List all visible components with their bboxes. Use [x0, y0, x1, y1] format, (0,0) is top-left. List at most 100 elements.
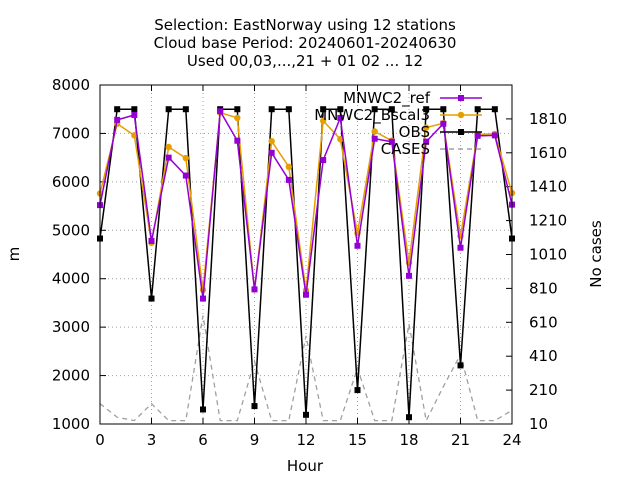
data-point [165, 154, 172, 161]
data-point [388, 138, 395, 145]
y-tick-label: 4000 [52, 270, 90, 288]
data-point [182, 106, 189, 113]
legend-marker [458, 129, 464, 135]
data-point [303, 291, 309, 298]
data-point [337, 136, 344, 143]
data-point [406, 414, 412, 421]
data-point [457, 362, 464, 369]
data-point [182, 172, 189, 179]
data-point [440, 106, 447, 113]
legend-label: MNWC2_Bscal3 [314, 106, 430, 125]
series-mnwc2_ref [97, 108, 515, 302]
data-point [148, 237, 155, 244]
legend-label: MNWC2_ref [343, 89, 431, 108]
y2-tick-label: 1810 [529, 110, 567, 128]
y-tick-label: 3000 [52, 318, 90, 336]
data-point [491, 106, 498, 113]
data-point [320, 106, 327, 113]
data-point [251, 403, 258, 410]
data-point [234, 114, 241, 122]
data-point [268, 137, 275, 145]
data-point [182, 154, 190, 162]
y2-tick-label: 1410 [529, 178, 567, 196]
series-cases [99, 315, 513, 423]
data-point [319, 117, 327, 125]
legend-label: OBS [399, 123, 430, 141]
x-tick-label: 24 [502, 431, 521, 449]
data-point [148, 295, 155, 302]
data-point [354, 387, 361, 394]
data-point [251, 286, 258, 293]
x-tick-label: 15 [348, 431, 367, 449]
data-point [285, 106, 292, 113]
x-tick-label: 12 [296, 431, 315, 449]
data-point [268, 106, 275, 113]
data-point [131, 106, 138, 113]
x-tick-label: 21 [451, 431, 470, 449]
data-point [406, 272, 412, 279]
data-point [200, 406, 206, 413]
data-point [131, 132, 138, 139]
title-line-3: Used 00,03,...,21 + 01 02 ... 12 [187, 52, 423, 70]
y-tick-label: 7000 [52, 124, 90, 142]
data-point [371, 106, 378, 113]
data-point [268, 149, 275, 156]
y2-tick-label: 810 [529, 279, 558, 297]
legend-label: CASES [381, 140, 430, 158]
data-point [234, 137, 241, 144]
legend-item: CASES [381, 140, 482, 158]
data-point [165, 106, 172, 113]
legend-item: MNWC2_Bscal3 [314, 106, 482, 125]
data-point [474, 106, 481, 113]
y-tick-label: 8000 [52, 76, 90, 94]
data-point [337, 106, 344, 113]
data-point [422, 124, 430, 131]
data-point [474, 132, 481, 139]
title-line-1: Selection: EastNorway using 12 stations [154, 16, 456, 34]
data-point [200, 295, 206, 302]
x-tick-label: 3 [147, 431, 157, 449]
data-point [423, 138, 430, 145]
data-point [131, 112, 138, 119]
y-tick-label: 6000 [52, 173, 90, 191]
y2-tick-label: 410 [529, 347, 558, 365]
data-point [285, 176, 292, 183]
data-point [303, 411, 309, 418]
data-point [440, 120, 447, 127]
legend-item: OBS [399, 123, 482, 141]
x-tick-label: 0 [95, 431, 105, 449]
data-point [388, 106, 395, 113]
data-point [114, 116, 121, 123]
y2-tick-label: 1610 [529, 144, 567, 162]
x-axis-label: Hour [287, 457, 324, 475]
y2-tick-label: 210 [529, 381, 558, 399]
y2-tick-label: 1210 [529, 212, 567, 230]
data-point [423, 106, 430, 113]
chart-title: Selection: EastNorway using 12 stations … [154, 16, 457, 70]
legend-item: MNWC2_ref [343, 89, 482, 108]
data-point [457, 244, 464, 251]
data-point [491, 132, 498, 139]
y-tick-label: 5000 [52, 221, 90, 239]
data-point [217, 108, 224, 115]
x-tick-label: 6 [198, 431, 208, 449]
y-tick-label: 1000 [52, 415, 90, 433]
data-point [114, 106, 121, 113]
y2-tick-label: 1010 [529, 246, 567, 264]
y2-axis-label: No cases [587, 220, 605, 288]
data-point [234, 106, 241, 113]
series-line [99, 315, 513, 423]
title-line-2: Cloud base Period: 20240601-20240630 [154, 34, 457, 52]
y2-tick-label: 10 [529, 415, 548, 433]
x-tick-label: 18 [399, 431, 418, 449]
x-tick-label: 9 [250, 431, 260, 449]
data-point [285, 163, 293, 171]
y-tick-label: 2000 [52, 367, 90, 385]
data-point [337, 114, 344, 121]
data-point [354, 242, 361, 249]
y-axis-label: m [5, 247, 23, 262]
data-point [165, 143, 172, 151]
